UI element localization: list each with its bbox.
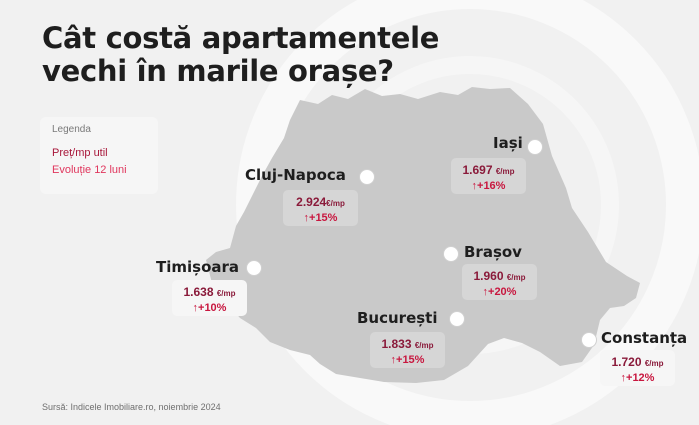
evolution-cluj: ↑+15% bbox=[303, 212, 338, 224]
romania-map-shape bbox=[206, 87, 640, 383]
city-marker-iasi[interactable] bbox=[527, 139, 543, 155]
price-card-bucuresti: 1.833 €/mp ↑+15% bbox=[370, 332, 445, 368]
city-label-constanta: Constanța bbox=[601, 329, 688, 347]
city-marker-timisoara[interactable] bbox=[246, 260, 262, 276]
legend-box: Legenda Preț/mp util Evoluție 12 luni bbox=[40, 117, 158, 194]
city-marker-cluj[interactable] bbox=[359, 169, 375, 185]
page-title: Cât costă apartamentele vechi în marile … bbox=[42, 22, 439, 88]
title-line-2: vechi în marile orașe? bbox=[42, 54, 394, 88]
city-label-brasov: Brașov bbox=[464, 243, 522, 261]
evolution-bucuresti: ↑+15% bbox=[390, 354, 425, 366]
price-iasi: 1.697 €/mp bbox=[462, 163, 515, 177]
price-cluj: 2.924€/mp bbox=[296, 195, 345, 209]
city-marker-constanta[interactable] bbox=[581, 332, 597, 348]
legend-title: Legenda bbox=[52, 124, 91, 135]
price-timisoara: 1.638 €/mp bbox=[183, 285, 236, 299]
price-brasov: 1.960 €/mp bbox=[473, 269, 526, 283]
city-label-bucuresti: București bbox=[357, 309, 438, 327]
title-line-1: Cât costă apartamentele bbox=[42, 21, 440, 55]
price-card-constanta: 1.720 €/mp ↑+12% bbox=[600, 350, 675, 386]
evolution-constanta: ↑+12% bbox=[620, 372, 655, 384]
legend-price-label: Preț/mp util bbox=[52, 147, 108, 159]
city-marker-bucuresti[interactable] bbox=[449, 311, 465, 327]
price-card-iasi: 1.697 €/mp ↑+16% bbox=[451, 158, 526, 194]
price-card-timisoara: 1.638 €/mp ↑+10% bbox=[172, 280, 247, 316]
city-label-cluj: Cluj-Napoca bbox=[245, 166, 346, 184]
evolution-iasi: ↑+16% bbox=[471, 180, 506, 192]
legend-evolution-label: Evoluție 12 luni bbox=[52, 164, 127, 176]
source-note: Sursă: Indicele Imobiliare.ro, noiembrie… bbox=[42, 402, 221, 412]
price-card-brasov: 1.960 €/mp ↑+20% bbox=[462, 264, 537, 300]
price-constanta: 1.720 €/mp bbox=[611, 355, 664, 369]
city-label-iasi: Iași bbox=[493, 134, 523, 152]
price-card-cluj: 2.924€/mp ↑+15% bbox=[283, 190, 358, 226]
evolution-brasov: ↑+20% bbox=[482, 286, 517, 298]
evolution-timisoara: ↑+10% bbox=[192, 302, 227, 314]
city-marker-brasov[interactable] bbox=[443, 246, 459, 262]
price-bucuresti: 1.833 €/mp bbox=[381, 337, 434, 351]
city-label-timisoara: Timișoara bbox=[156, 258, 240, 276]
